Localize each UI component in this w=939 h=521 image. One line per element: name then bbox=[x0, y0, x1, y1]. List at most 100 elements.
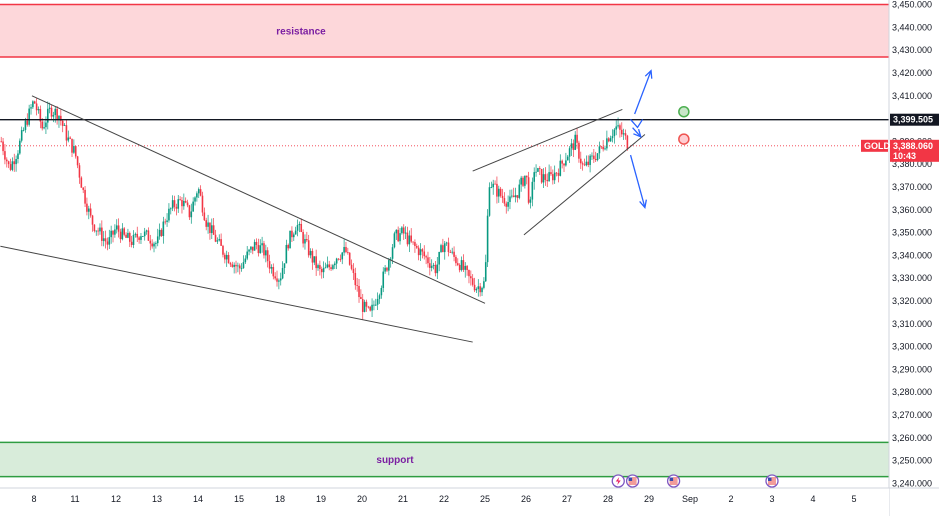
trendline-3[interactable] bbox=[472, 108, 623, 172]
candle bbox=[516, 195, 519, 203]
candle bbox=[101, 220, 103, 247]
candle bbox=[255, 238, 258, 250]
candle bbox=[114, 224, 116, 238]
candle bbox=[95, 230, 98, 236]
y-tick-label: 3,450.000 bbox=[892, 0, 932, 10]
candle bbox=[339, 254, 342, 262]
candle bbox=[296, 219, 299, 237]
candle bbox=[238, 263, 241, 275]
candle bbox=[438, 251, 440, 272]
candle bbox=[201, 191, 204, 217]
candle bbox=[593, 148, 595, 163]
candle bbox=[600, 145, 603, 149]
candle bbox=[205, 217, 207, 231]
x-tick-label: 26 bbox=[521, 494, 531, 504]
us-flag-event-icon[interactable] bbox=[765, 474, 779, 488]
candle bbox=[503, 192, 506, 207]
candle bbox=[371, 298, 373, 317]
x-tick-label: 18 bbox=[275, 494, 285, 504]
candle bbox=[281, 261, 284, 280]
marker-circle-2[interactable] bbox=[678, 133, 690, 145]
candle bbox=[175, 203, 178, 216]
candle bbox=[449, 249, 452, 253]
candle bbox=[320, 266, 323, 279]
candle bbox=[147, 227, 150, 241]
candle bbox=[347, 247, 349, 255]
key-level-tag-text: 3,399.505 bbox=[893, 115, 933, 125]
candle bbox=[388, 257, 390, 276]
trendline-2[interactable] bbox=[0, 245, 473, 343]
candle bbox=[104, 230, 107, 249]
projection-arrow-1[interactable] bbox=[634, 69, 653, 115]
us-flag-event-icon[interactable] bbox=[666, 474, 681, 488]
x-tick-label: 21 bbox=[398, 494, 408, 504]
candle bbox=[60, 108, 62, 126]
candle bbox=[330, 264, 332, 272]
candle bbox=[140, 233, 142, 245]
trendline-4[interactable] bbox=[523, 134, 646, 236]
x-tick-label: 4 bbox=[810, 494, 815, 504]
candle bbox=[587, 155, 590, 168]
x-tick-label: 28 bbox=[603, 494, 613, 504]
candle bbox=[326, 256, 329, 269]
candle bbox=[419, 243, 422, 262]
projection-arrow-3[interactable] bbox=[629, 154, 647, 209]
candle bbox=[158, 223, 161, 240]
candle bbox=[298, 221, 301, 233]
candle bbox=[613, 127, 616, 144]
candle bbox=[626, 134, 629, 151]
candle bbox=[222, 244, 224, 258]
time-axis[interactable] bbox=[0, 488, 889, 516]
candle bbox=[132, 230, 135, 249]
candle bbox=[557, 168, 560, 183]
candle bbox=[607, 137, 610, 143]
candle bbox=[589, 154, 591, 173]
candle bbox=[268, 254, 271, 274]
candle bbox=[183, 193, 185, 210]
candle bbox=[537, 167, 539, 173]
candle bbox=[108, 229, 111, 249]
price-axis[interactable] bbox=[889, 0, 939, 516]
candle bbox=[74, 145, 77, 159]
candle bbox=[574, 131, 576, 151]
candle bbox=[358, 278, 360, 303]
marker-circle-1[interactable] bbox=[678, 105, 690, 118]
support-zone-label: support bbox=[376, 455, 414, 466]
candle bbox=[289, 230, 291, 249]
bolt-event-icon[interactable] bbox=[611, 474, 625, 488]
candle bbox=[307, 234, 310, 258]
trendline-1[interactable] bbox=[31, 95, 486, 304]
candle bbox=[80, 176, 83, 188]
candle bbox=[292, 232, 295, 241]
candle bbox=[525, 175, 528, 185]
us-flag-event-icon[interactable] bbox=[625, 474, 640, 488]
candle bbox=[149, 234, 152, 251]
candle bbox=[533, 167, 535, 190]
candle bbox=[196, 191, 198, 202]
candle bbox=[555, 171, 558, 177]
candle bbox=[389, 256, 392, 268]
candle bbox=[46, 101, 49, 130]
candle bbox=[7, 160, 10, 169]
candle bbox=[565, 152, 567, 167]
candle bbox=[527, 171, 530, 205]
projection-arrow-2[interactable] bbox=[632, 127, 642, 138]
candle bbox=[265, 244, 267, 263]
y-tick-label: 3,270.000 bbox=[892, 410, 932, 420]
y-tick-label: 3,240.000 bbox=[892, 478, 932, 488]
key-level-tag bbox=[890, 113, 939, 126]
candle bbox=[529, 196, 532, 209]
current-price-tag-text: 3,388.060 bbox=[893, 141, 933, 151]
candle bbox=[278, 278, 280, 290]
candle bbox=[229, 261, 232, 268]
candle bbox=[285, 239, 288, 264]
candle bbox=[125, 232, 127, 238]
x-tick-label: 8 bbox=[31, 494, 36, 504]
candle bbox=[335, 257, 338, 270]
candle bbox=[190, 203, 193, 224]
candle bbox=[246, 246, 248, 261]
y-tick-label: 3,290.000 bbox=[892, 364, 932, 374]
candle bbox=[481, 286, 483, 297]
